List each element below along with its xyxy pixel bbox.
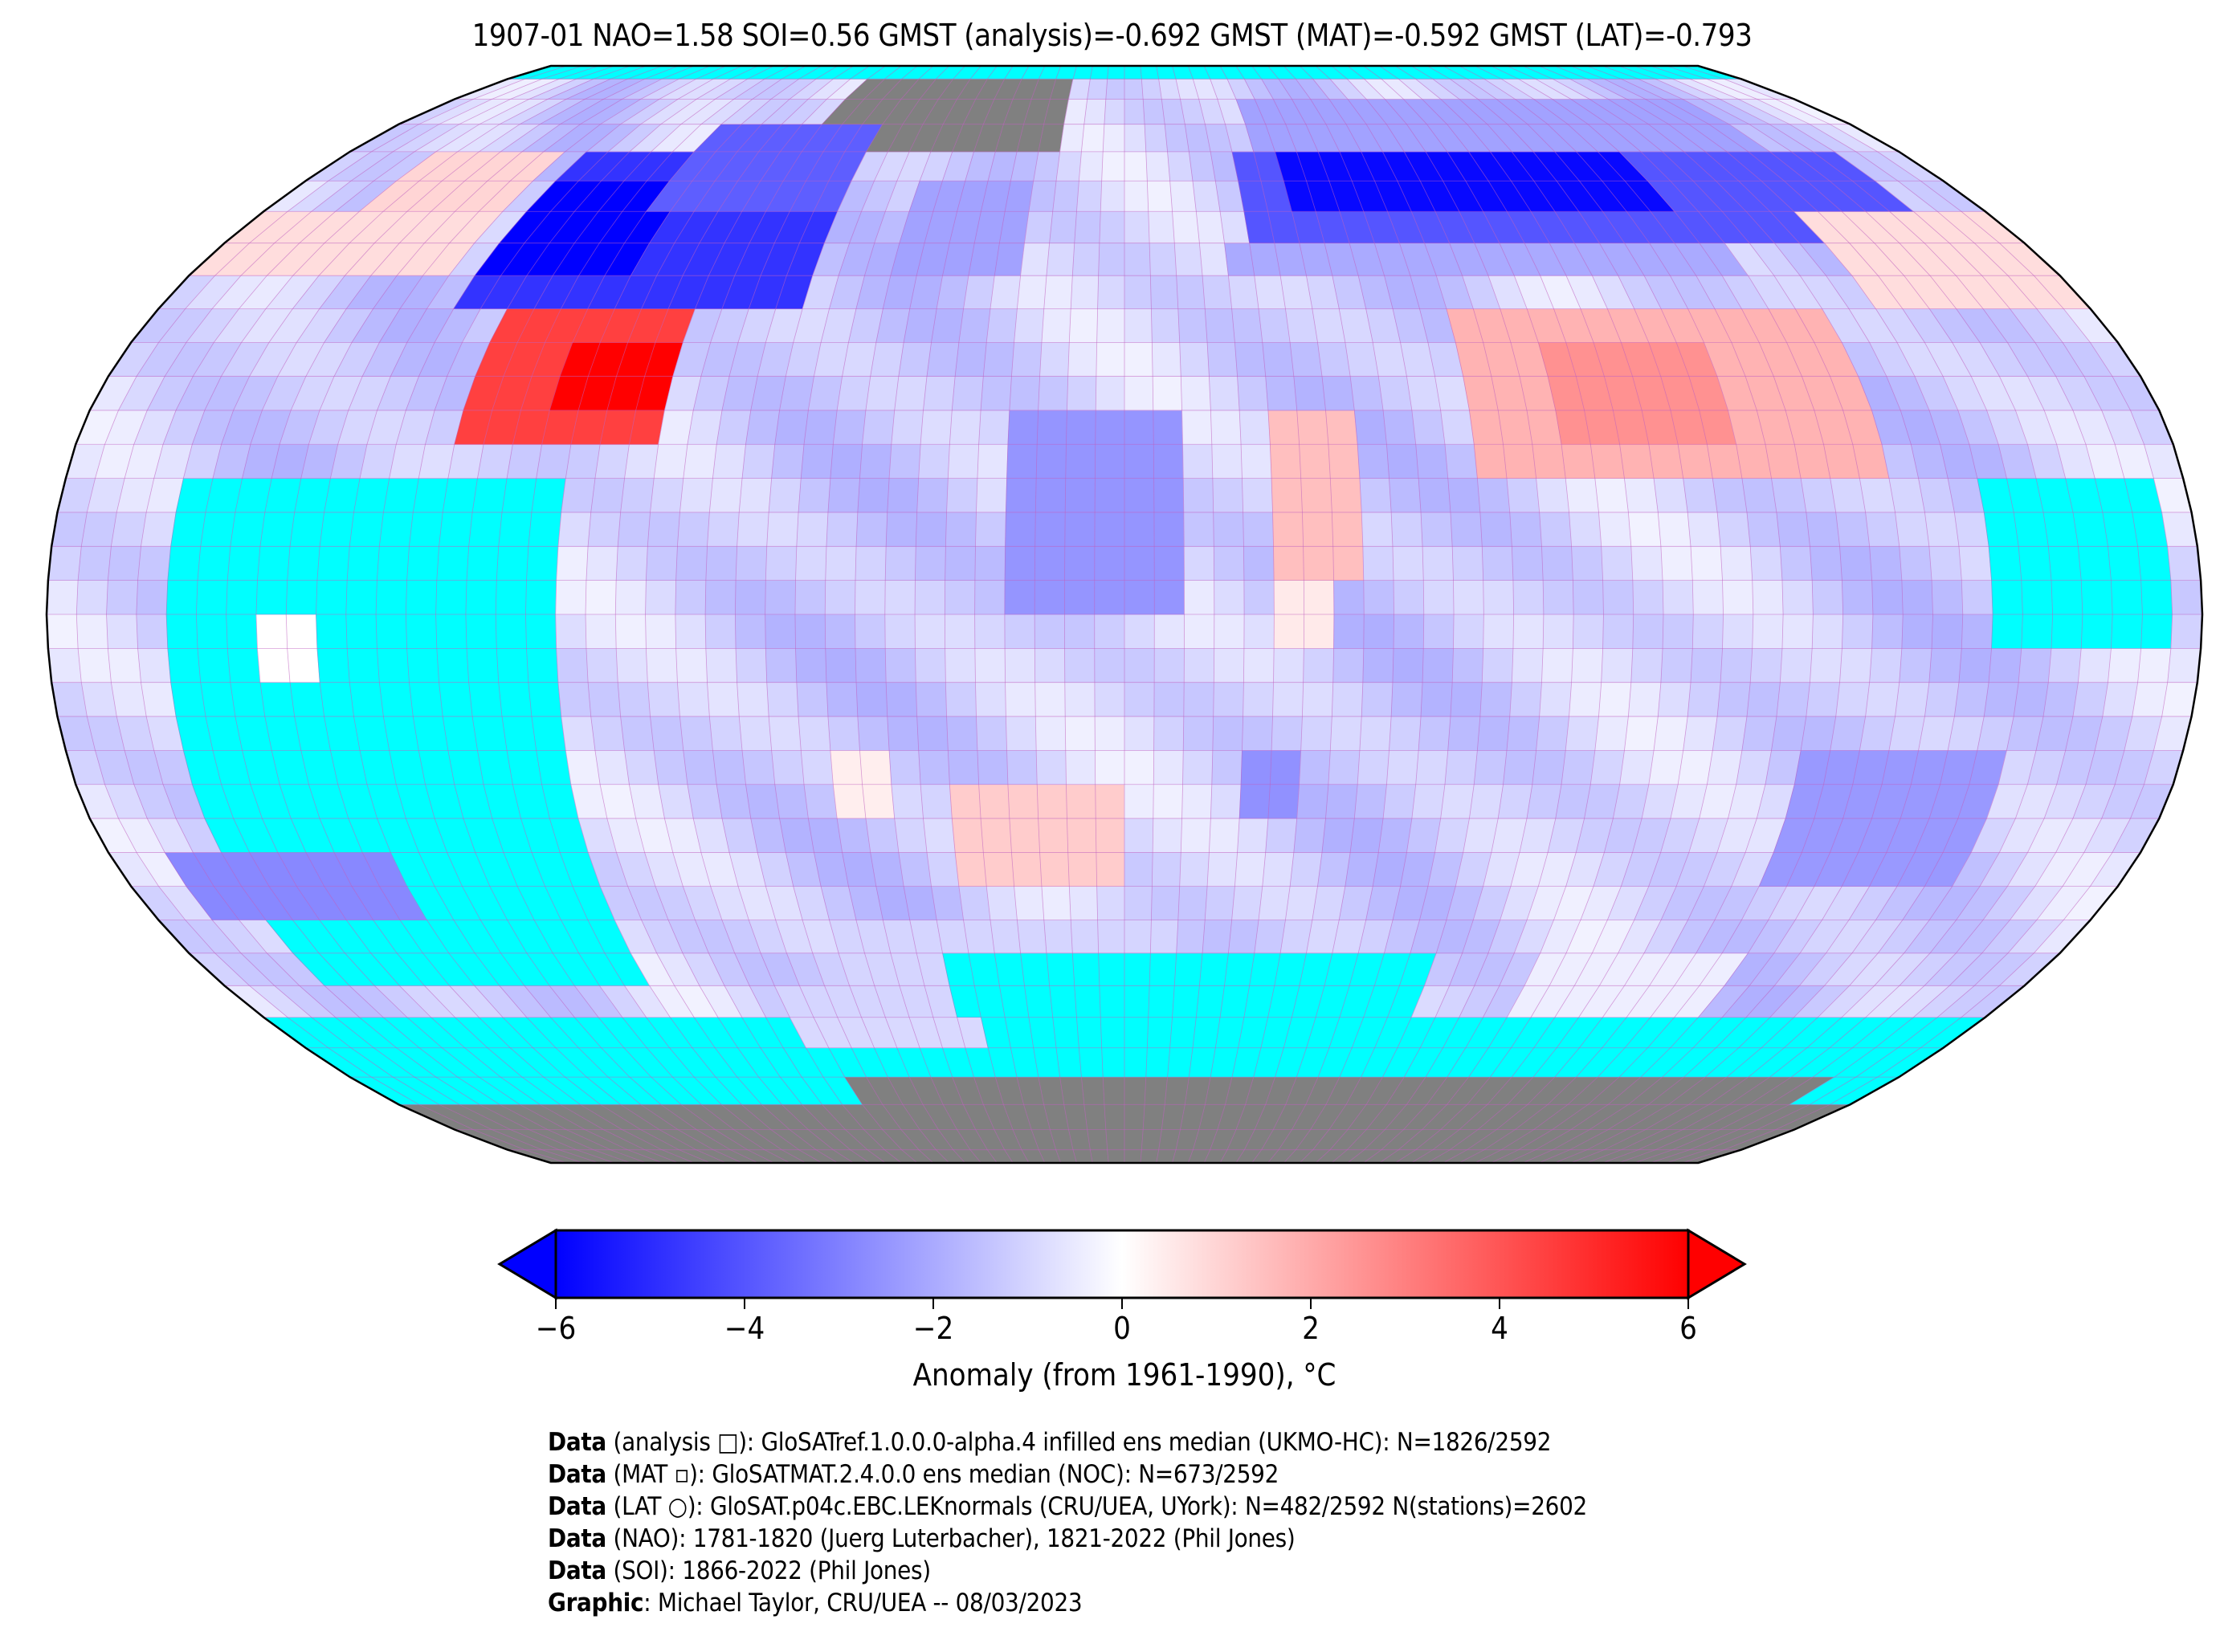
credit-text: (MAT ▫): GloSATMAT.2.4.0.0 ens median (N…	[606, 1460, 1279, 1489]
colorbar-tick-label: 6	[1679, 1311, 1697, 1346]
credit-text: (LAT ○): GloSAT.p04c.EBC.LEKnormals (CRU…	[606, 1492, 1587, 1521]
colorbar-tick-label: 4	[1491, 1311, 1508, 1346]
colorbar-tick-label: −4	[724, 1311, 765, 1346]
credit-line: Data (LAT ○): GloSAT.p04c.EBC.LEKnormals…	[548, 1491, 1587, 1523]
colorbar-label: Anomaly (from 1961-1990), °C	[912, 1357, 1336, 1393]
anomaly-map	[45, 64, 2204, 1165]
credit-text: (analysis □): GloSATref.1.0.0.0-alpha.4 …	[606, 1428, 1552, 1457]
credits: Data (analysis □): GloSATref.1.0.0.0-alp…	[548, 1426, 1587, 1619]
colorbar-gradient	[554, 1229, 1690, 1299]
credit-text: (NAO): 1781-1820 (Juerg Luterbacher), 18…	[606, 1524, 1296, 1553]
credit-key: Data	[548, 1556, 606, 1585]
colorbar-tick-label: 2	[1302, 1311, 1320, 1346]
credit-line: Data (SOI): 1866-2022 (Phil Jones)	[548, 1555, 1587, 1587]
colorbar-extend-low	[497, 1228, 557, 1300]
credit-key: Data	[548, 1460, 606, 1489]
colorbar-tick-label: −6	[535, 1311, 577, 1346]
credit-key: Data	[548, 1524, 606, 1553]
credit-text: : Michael Taylor, CRU/UEA -- 08/03/2023	[643, 1589, 1083, 1617]
credit-text: (SOI): 1866-2022 (Phil Jones)	[606, 1556, 931, 1585]
credit-key: Data	[548, 1428, 606, 1457]
credit-line: Data (NAO): 1781-1820 (Juerg Luterbacher…	[548, 1523, 1587, 1555]
colorbar	[497, 1228, 1747, 1309]
gridlines	[46, 65, 2203, 1164]
credit-line: Graphic: Michael Taylor, CRU/UEA -- 08/0…	[548, 1587, 1587, 1619]
credit-line: Data (MAT ▫): GloSATMAT.2.4.0.0 ens medi…	[548, 1458, 1587, 1491]
map-outline	[45, 64, 2204, 1165]
credit-line: Data (analysis □): GloSATref.1.0.0.0-alp…	[548, 1426, 1587, 1458]
colorbar-extend-high	[1687, 1228, 1747, 1300]
credit-key: Graphic	[548, 1589, 644, 1617]
colorbar-tick-label: −2	[912, 1311, 954, 1346]
chart-title: 1907-01 NAO=1.58 SOI=0.56 GMST (analysis…	[471, 18, 1753, 53]
colorbar-tick-label: 0	[1113, 1311, 1131, 1346]
credit-key: Data	[548, 1492, 606, 1521]
